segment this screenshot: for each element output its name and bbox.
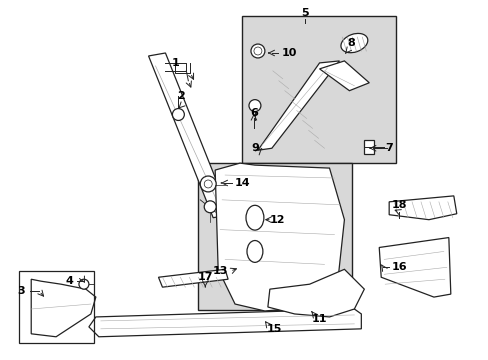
Bar bbox=[242, 16, 395, 163]
Circle shape bbox=[172, 109, 184, 121]
Polygon shape bbox=[158, 269, 227, 287]
Text: 13: 13 bbox=[212, 266, 227, 276]
Bar bbox=[198, 163, 352, 310]
Polygon shape bbox=[89, 309, 361, 337]
Polygon shape bbox=[148, 53, 230, 218]
Ellipse shape bbox=[246, 240, 263, 262]
Ellipse shape bbox=[245, 205, 264, 230]
Text: 12: 12 bbox=[269, 215, 285, 225]
Circle shape bbox=[204, 180, 212, 188]
Text: 5: 5 bbox=[300, 8, 308, 18]
Text: 7: 7 bbox=[385, 143, 392, 153]
Circle shape bbox=[253, 47, 262, 55]
Circle shape bbox=[248, 100, 261, 112]
Polygon shape bbox=[31, 279, 96, 337]
Text: 9: 9 bbox=[250, 143, 258, 153]
Polygon shape bbox=[215, 163, 344, 311]
Ellipse shape bbox=[340, 33, 367, 53]
Text: 3: 3 bbox=[18, 286, 25, 296]
Circle shape bbox=[79, 279, 89, 289]
Polygon shape bbox=[379, 238, 450, 297]
Bar bbox=[19, 271, 94, 343]
Text: 18: 18 bbox=[390, 200, 406, 210]
Polygon shape bbox=[267, 269, 364, 317]
Text: 8: 8 bbox=[347, 38, 355, 48]
Text: 4: 4 bbox=[65, 276, 73, 286]
Circle shape bbox=[200, 176, 216, 192]
Text: 2: 2 bbox=[177, 91, 185, 101]
Text: 11: 11 bbox=[311, 314, 326, 324]
Text: 1: 1 bbox=[171, 58, 179, 68]
Circle shape bbox=[250, 44, 264, 58]
Text: 16: 16 bbox=[390, 262, 406, 272]
Circle shape bbox=[204, 201, 216, 213]
Text: 14: 14 bbox=[234, 178, 249, 188]
Text: 17: 17 bbox=[197, 272, 213, 282]
Text: 10: 10 bbox=[282, 48, 297, 58]
Text: 15: 15 bbox=[266, 324, 282, 334]
Text: 6: 6 bbox=[249, 108, 257, 117]
Polygon shape bbox=[364, 140, 373, 154]
Polygon shape bbox=[257, 61, 339, 150]
Polygon shape bbox=[388, 196, 456, 220]
Polygon shape bbox=[319, 61, 368, 91]
